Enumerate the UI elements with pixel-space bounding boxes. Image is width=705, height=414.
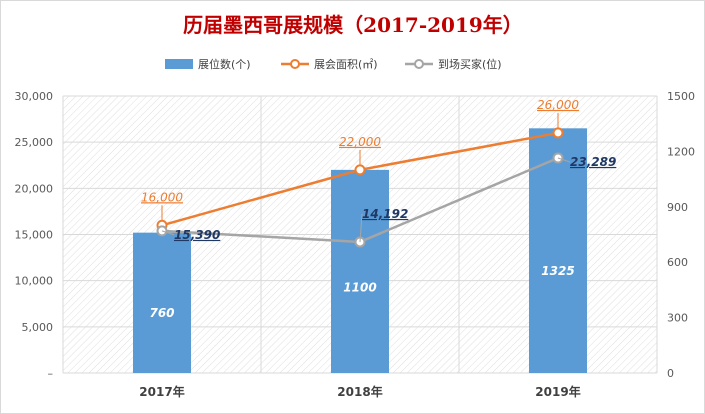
label-leader [161,230,175,236]
line-data-label: 23,289 [570,155,616,169]
x-tick-label: 2017年 [139,384,184,399]
line-data-label: 15,390 [174,228,220,242]
right-tick-label: 1500 [667,90,695,103]
bar [331,169,389,373]
label-leader [359,213,363,242]
legend-label: 到场买家(位) [438,57,502,71]
line-point [552,127,564,139]
chart-title: 历届墨西哥展规模（2017-2019年） [183,13,523,37]
right-tick-label: 1200 [667,145,695,158]
bar-series [133,128,587,373]
line-data-label: 14,192 [362,207,408,221]
line-data-label: 22,000 [339,135,381,149]
left-tick-label: 5,000 [22,321,54,334]
bar-data-label: 1100 [343,281,376,295]
left-tick-label: 10,000 [15,275,54,288]
legend: 展位数(个) 展会面积(㎡) 到场买家(位) [165,57,502,71]
x-axis: 2017年 2018年 2019年 [139,384,580,399]
bar-data-label: 760 [149,306,174,320]
left-tick-label: – [48,367,54,380]
line-point [354,164,366,176]
line-data-label: 26,000 [537,98,579,112]
left-tick-label: 20,000 [15,182,54,195]
left-tick-label: 25,000 [15,136,54,149]
label-leader [557,157,571,163]
bar [133,232,191,373]
left-axis: – 5,000 10,000 15,000 20,000 25,000 30,000 [15,90,54,380]
line-data-label: 16,000 [141,190,183,204]
right-tick-label: 600 [667,256,688,269]
data-labels: 760 1100 1325 16,000 22,000 26,000 15,390 14,19… [141,98,616,320]
legend-swatch-marker [290,59,300,69]
right-tick-label: 300 [667,312,688,325]
right-tick-label: 0 [667,367,674,380]
right-axis: 0 300 600 900 1200 1500 [667,90,695,380]
x-tick-label: 2019年 [535,384,580,399]
legend-swatch-bar [165,59,193,69]
left-tick-label: 15,000 [15,229,54,242]
x-tick-label: 2018年 [337,384,382,399]
legend-label: 展会面积(㎡) [314,58,378,71]
left-tick-label: 30,000 [15,90,54,103]
bar-data-label: 1325 [541,264,574,278]
legend-swatch-marker [414,59,424,69]
bar [529,128,587,373]
right-tick-label: 900 [667,201,688,214]
legend-label: 展位数(个) [198,57,251,71]
